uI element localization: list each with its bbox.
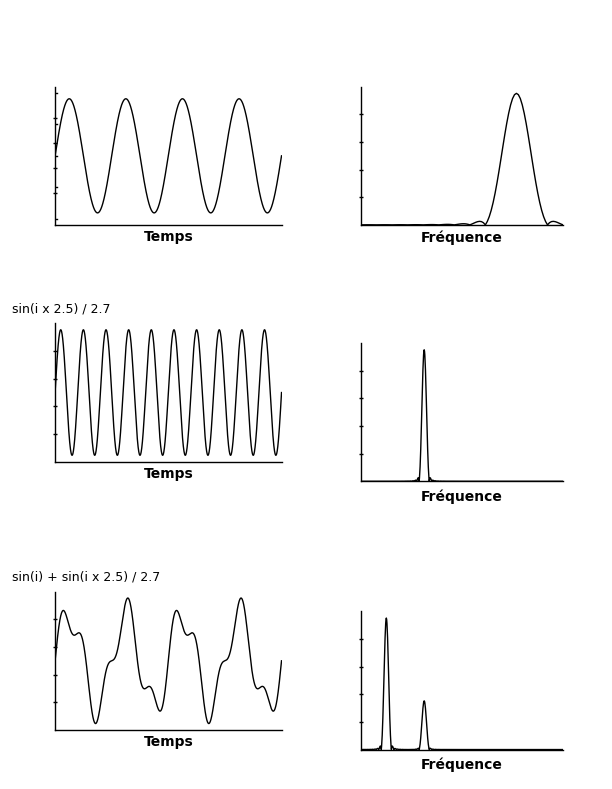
X-axis label: Temps: Temps [143, 230, 193, 245]
Text: sin(i x 2.5) / 2.7: sin(i x 2.5) / 2.7 [12, 303, 111, 316]
X-axis label: Temps: Temps [143, 467, 193, 481]
X-axis label: Fréquence: Fréquence [421, 490, 503, 504]
X-axis label: Fréquence: Fréquence [421, 758, 503, 772]
X-axis label: Temps: Temps [143, 735, 193, 750]
X-axis label: Fréquence: Fréquence [421, 230, 503, 245]
Text: sin(i) + sin(i x 2.5) / 2.7: sin(i) + sin(i x 2.5) / 2.7 [12, 571, 160, 584]
